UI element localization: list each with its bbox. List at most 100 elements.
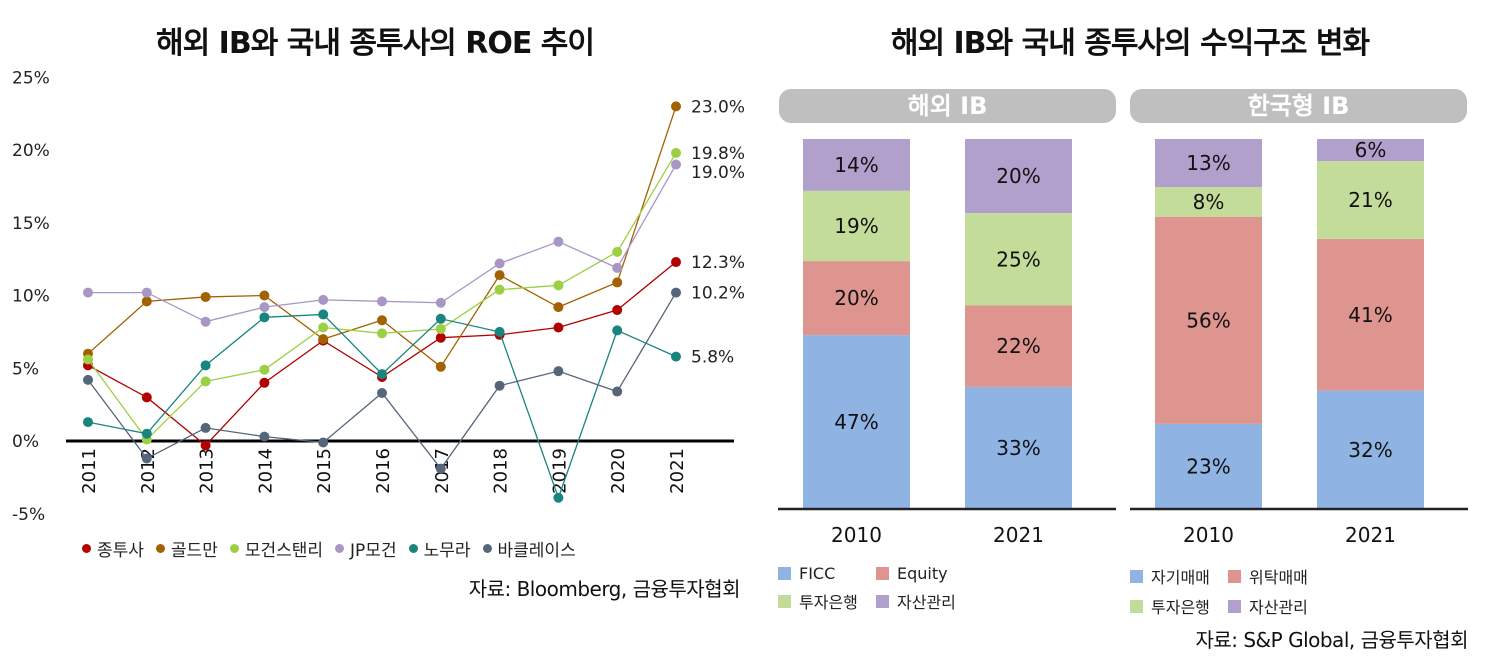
x-tick-label: 2011: [79, 448, 100, 494]
right-chart-title: 해외 IB와 국내 종투사의 수익구조 변화: [890, 26, 1370, 61]
data-point: [553, 492, 564, 503]
data-point: [377, 369, 387, 380]
data-point: [671, 351, 681, 362]
x-tick-label: 2018: [491, 448, 512, 494]
data-point: [200, 422, 211, 433]
end-value-label: 5.8%: [691, 348, 734, 368]
bar-segment: [1317, 161, 1424, 239]
legend-item: 자산관리: [1228, 594, 1326, 618]
data-point: [200, 360, 211, 371]
data-point: [318, 309, 329, 320]
legend-item: 자산관리: [876, 589, 974, 613]
legend-label: 위탁매매: [1249, 568, 1308, 587]
data-point: [494, 284, 505, 295]
bar-value-label: 32%: [1348, 438, 1392, 462]
data-point: [200, 316, 211, 327]
bar-segment: [803, 190, 910, 262]
bar-value-label: 23%: [1186, 454, 1230, 478]
x-tick-label: 2020: [608, 448, 629, 494]
bar-value-label: 19%: [834, 214, 878, 238]
bar-value-label: 22%: [996, 334, 1040, 358]
data-point: [83, 287, 93, 298]
legend-item: JP모건: [335, 536, 397, 561]
data-point: [318, 322, 329, 333]
bar-segment: [1317, 390, 1424, 509]
bar-segment: [1155, 187, 1262, 217]
data-point: [141, 453, 152, 464]
bar-segment: [1317, 238, 1424, 391]
x-tick-label: 2021: [667, 448, 688, 494]
bar-segment: [965, 213, 1072, 306]
legend-swatch: [876, 567, 889, 580]
data-point: [377, 328, 387, 339]
y-tick-label: -5%: [12, 505, 45, 525]
legend-label: 투자은행: [1151, 598, 1210, 617]
x-tick-label: 2015: [314, 448, 335, 494]
data-point: [494, 270, 505, 281]
bar-value-label: 56%: [1186, 308, 1230, 332]
bar-segment: [1317, 139, 1424, 162]
data-point: [83, 417, 93, 428]
series-line: [87, 106, 677, 368]
legend-label: JP모건: [350, 541, 397, 561]
right-source-note: 자료: S&P Global, 금융투자협회: [1195, 628, 1468, 652]
data-point: [671, 159, 681, 170]
x-category-label: 2010: [1183, 523, 1234, 545]
data-point: [671, 101, 681, 112]
bar-value-label: 14%: [834, 153, 878, 177]
legend-label: 자기매매: [1151, 568, 1210, 587]
data-point: [141, 296, 152, 307]
legend-label: 종투사: [97, 541, 144, 561]
data-point: [83, 354, 93, 365]
end-value-label: 10.2%: [691, 284, 745, 304]
bar-segment: [1155, 216, 1262, 424]
data-point: [671, 287, 681, 298]
bar-segment: [965, 386, 1072, 509]
series-line: [87, 261, 677, 447]
data-point: [259, 302, 270, 313]
data-point: [612, 305, 623, 316]
end-value-label: 19.0%: [691, 163, 745, 183]
y-tick-label: 5%: [12, 359, 39, 379]
legend-item: FICC: [778, 564, 876, 583]
data-point: [435, 323, 446, 334]
y-tick-label: 20%: [12, 141, 50, 161]
y-tick-label: 25%: [12, 68, 50, 88]
bar-value-label: 20%: [996, 164, 1040, 188]
data-point: [259, 290, 270, 301]
data-point: [318, 437, 329, 448]
data-point: [494, 326, 505, 337]
legend-swatch: [778, 567, 791, 580]
legend-marker: [335, 544, 345, 553]
legend-row: 투자은행 자산관리: [778, 589, 974, 613]
legend-marker: [229, 544, 239, 553]
legend-item: 자기매매: [1130, 564, 1228, 588]
data-point: [200, 376, 211, 387]
end-value-label: 23.0%: [691, 97, 745, 117]
legend-item: 바클레이스: [482, 536, 576, 561]
legend-row: 자기매매 위탁매매: [1130, 564, 1326, 588]
data-point: [259, 377, 270, 388]
y-tick-label: 10%: [12, 287, 50, 307]
data-point: [553, 366, 564, 377]
bar-segment: [803, 261, 910, 336]
x-category-label: 2010: [831, 523, 882, 545]
data-point: [200, 440, 211, 451]
legend-swatch: [1228, 599, 1241, 613]
y-tick-label: 0%: [12, 432, 39, 452]
bar-value-label: 47%: [834, 410, 878, 434]
legend-swatch: [1130, 599, 1143, 613]
data-point: [671, 257, 681, 268]
bar-value-label: 25%: [996, 247, 1040, 271]
x-tick-label: 2016: [373, 448, 394, 494]
legend-label: 자산관리: [897, 593, 956, 612]
data-point: [612, 246, 623, 257]
x-tick-label: 2019: [549, 448, 570, 494]
legend-label: 바클레이스: [497, 541, 576, 561]
left-chart-title: 해외 IB와 국내 종투사의 ROE 추이: [156, 26, 595, 61]
legend-swatch: [876, 594, 889, 608]
global-ib-legend: FICC Equity 투자은행 자산관리: [778, 564, 974, 619]
data-point: [612, 325, 623, 336]
legend-item: 위탁매매: [1228, 564, 1326, 588]
y-tick-label: 15%: [12, 214, 50, 234]
